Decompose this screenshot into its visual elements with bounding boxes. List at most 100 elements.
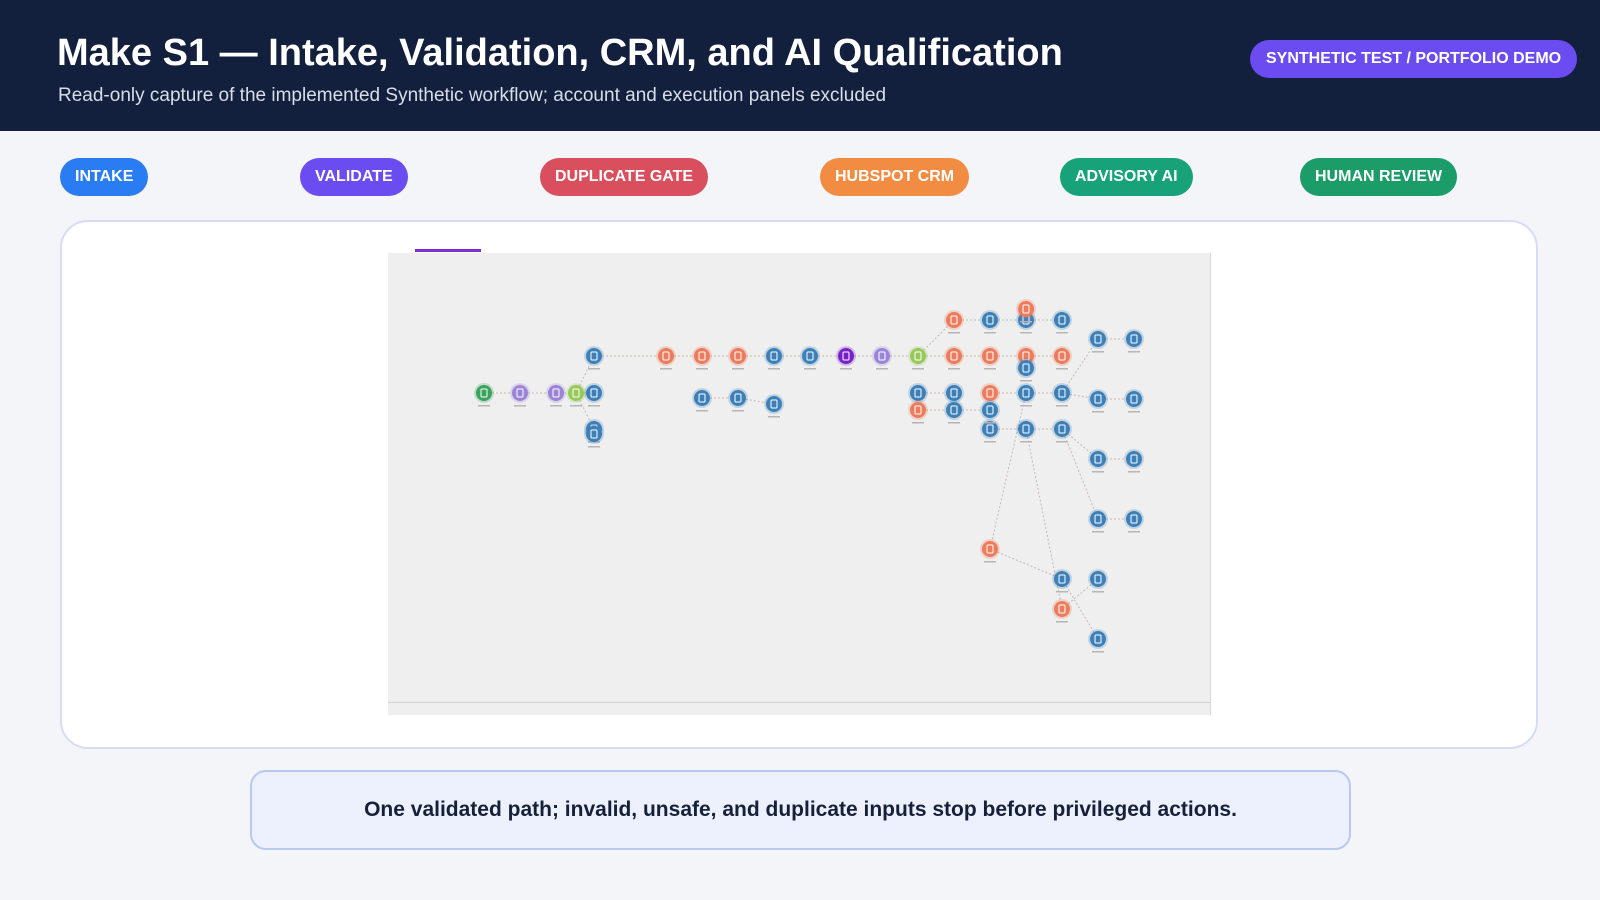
database-module[interactable]	[1052, 569, 1072, 593]
database-icon	[1054, 421, 1070, 437]
database-module[interactable]	[1088, 329, 1108, 353]
tools-icon	[512, 385, 528, 401]
database-icon	[1090, 451, 1106, 467]
module-caption	[984, 368, 996, 370]
ai-icon	[838, 348, 854, 364]
page-subtitle: Read-only capture of the implemented Syn…	[58, 85, 887, 106]
hubspot-module[interactable]	[944, 310, 964, 334]
database-module[interactable]	[1052, 310, 1072, 334]
module-caption	[840, 368, 852, 370]
database-icon	[1090, 631, 1106, 647]
hubspot-module[interactable]	[980, 346, 1000, 370]
hubspot-module[interactable]	[1052, 599, 1072, 623]
module-caption	[1056, 591, 1068, 593]
workflow-canvas[interactable]	[388, 249, 1211, 715]
module-caption	[1020, 441, 1032, 443]
module-glyph	[1130, 394, 1138, 404]
router-module[interactable]	[566, 383, 586, 407]
database-module[interactable]	[1124, 389, 1144, 413]
database-module[interactable]	[1088, 389, 1108, 413]
database-module[interactable]	[1124, 509, 1144, 533]
database-module[interactable]	[1088, 629, 1108, 653]
hubspot-icon	[982, 348, 998, 364]
database-module[interactable]	[728, 388, 748, 412]
database-icon	[982, 402, 998, 418]
tools-icon	[548, 385, 564, 401]
module-caption	[1056, 405, 1068, 407]
database-icon	[1018, 385, 1034, 401]
database-icon	[1126, 331, 1142, 347]
database-icon	[802, 348, 818, 364]
database-module[interactable]	[800, 346, 820, 370]
database-module[interactable]	[1088, 509, 1108, 533]
hubspot-icon	[658, 348, 674, 364]
database-module[interactable]	[1016, 419, 1036, 443]
module-caption	[948, 368, 960, 370]
module-caption	[1020, 380, 1032, 382]
database-module[interactable]	[980, 419, 1000, 443]
module-caption	[876, 368, 888, 370]
database-module[interactable]	[1016, 358, 1036, 382]
database-module[interactable]	[1052, 419, 1072, 443]
module-glyph	[950, 405, 958, 415]
scenario-tab-indicator	[415, 249, 481, 252]
database-icon	[1090, 511, 1106, 527]
module-glyph	[1094, 394, 1102, 404]
hubspot-module[interactable]	[1052, 346, 1072, 370]
ai-module[interactable]	[836, 346, 856, 370]
tools-module[interactable]	[510, 383, 530, 407]
database-icon	[1018, 360, 1034, 376]
database-icon	[1054, 312, 1070, 328]
module-glyph	[950, 351, 958, 361]
database-module[interactable]	[1124, 449, 1144, 473]
module-glyph	[986, 351, 994, 361]
database-module[interactable]	[584, 383, 604, 407]
database-module[interactable]	[584, 424, 604, 448]
database-module[interactable]	[1016, 383, 1036, 407]
module-glyph	[1022, 388, 1030, 398]
stage-intake-pill: INTAKE	[60, 158, 149, 196]
module-glyph	[770, 351, 778, 361]
hubspot-module[interactable]	[1016, 299, 1036, 323]
module-glyph	[1022, 304, 1030, 314]
database-module[interactable]	[1088, 449, 1108, 473]
database-icon	[1018, 312, 1034, 328]
database-module[interactable]	[1088, 569, 1108, 593]
module-glyph	[1094, 454, 1102, 464]
database-module[interactable]	[980, 310, 1000, 334]
module-glyph	[1094, 634, 1102, 644]
json-module[interactable]	[872, 346, 892, 370]
hubspot-module[interactable]	[728, 346, 748, 370]
database-module[interactable]	[1124, 329, 1144, 353]
database-icon	[586, 348, 602, 364]
module-glyph	[480, 388, 488, 398]
database-module[interactable]	[584, 346, 604, 370]
tools-module[interactable]	[546, 383, 566, 407]
router-module[interactable]	[908, 346, 928, 370]
hubspot-module[interactable]	[908, 400, 928, 424]
scenario-diagram[interactable]	[388, 253, 1210, 715]
hubspot-module[interactable]	[656, 346, 676, 370]
module-glyph	[516, 388, 524, 398]
stage-validate-pill: VALIDATE	[300, 158, 408, 196]
database-module[interactable]	[764, 346, 784, 370]
hubspot-module[interactable]	[944, 346, 964, 370]
hubspot-icon	[982, 385, 998, 401]
module-glyph	[1058, 424, 1066, 434]
webhook-module[interactable]	[474, 383, 494, 407]
hubspot-module[interactable]	[980, 539, 1000, 563]
hubspot-icon	[1054, 601, 1070, 617]
database-module[interactable]	[980, 400, 1000, 424]
module-caption	[696, 368, 708, 370]
hubspot-module[interactable]	[692, 346, 712, 370]
database-module[interactable]	[764, 394, 784, 418]
hubspot-module[interactable]	[980, 383, 1000, 407]
module-caption	[1092, 411, 1104, 413]
module-glyph	[1022, 363, 1030, 373]
database-module[interactable]	[1052, 383, 1072, 407]
database-icon	[1090, 391, 1106, 407]
module-caption	[1128, 411, 1140, 413]
hubspot-icon	[910, 402, 926, 418]
database-module[interactable]	[692, 388, 712, 412]
database-module[interactable]	[944, 400, 964, 424]
